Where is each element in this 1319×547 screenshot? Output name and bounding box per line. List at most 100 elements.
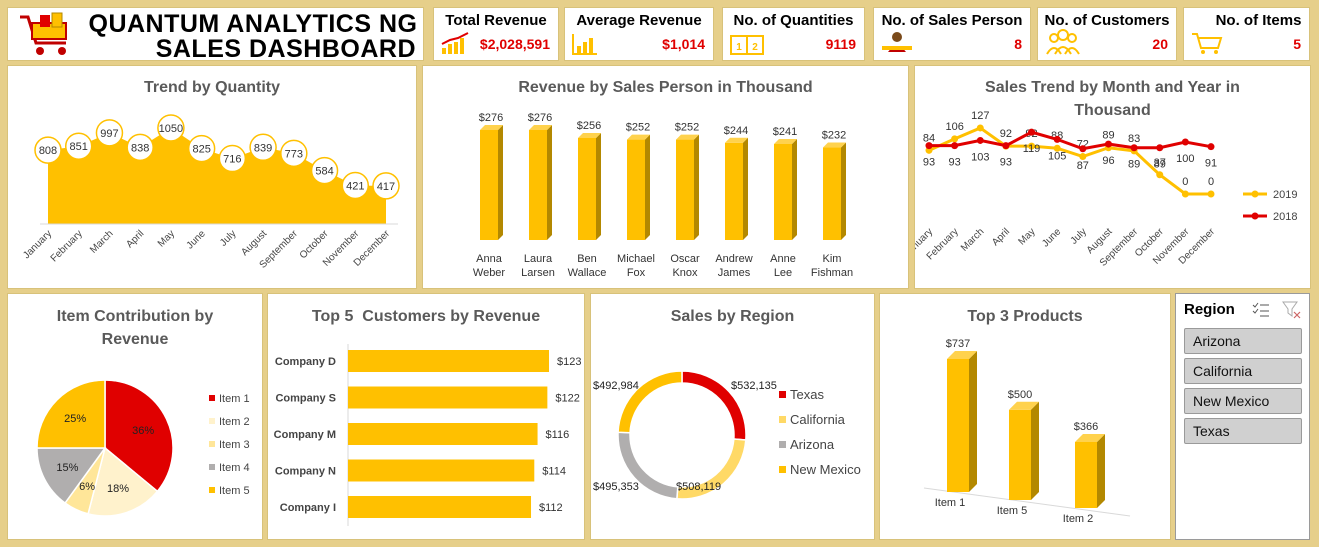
- legend-label: 2018: [1273, 211, 1297, 223]
- bar-top: [725, 137, 748, 143]
- legend-swatch: [209, 441, 215, 447]
- bar-side: [969, 351, 977, 492]
- data-label-bubble: [341, 171, 370, 200]
- data-label: $252: [626, 122, 650, 134]
- quantity-icon: 1 2: [730, 35, 764, 55]
- bar-side: [694, 134, 699, 240]
- top-customers-chart: Company D $123 Company S $122 Company M $116 C…: [274, 344, 581, 526]
- x-tick-label: February: [49, 228, 85, 264]
- series-marker: [951, 142, 959, 150]
- bar-side: [792, 138, 797, 240]
- data-label: 36%: [132, 425, 154, 437]
- data-label: 417: [377, 181, 395, 193]
- bar: [823, 147, 841, 240]
- multi-select-icon[interactable]: [1252, 302, 1270, 318]
- x-tick-label: Item 5: [997, 505, 1028, 517]
- data-label: 37: [1154, 157, 1166, 169]
- donut-slice: [617, 370, 683, 434]
- item-contribution-panel: Item Contribution by Revenue 36% Item 1 18…: [7, 293, 263, 540]
- data-label: 825: [192, 144, 210, 156]
- legend-swatch: [779, 416, 786, 423]
- data-label-bubble: [157, 114, 185, 142]
- x-tick-label: Ben: [577, 253, 597, 265]
- data-label-bubble: [372, 172, 400, 200]
- data-label-bubble: [310, 156, 339, 185]
- data-label: 91: [1205, 158, 1217, 170]
- data-label: 808: [39, 145, 57, 157]
- salesperson-icon: [882, 32, 912, 52]
- bar-top: [1009, 401, 1039, 410]
- kpi-label: No. of Items: [1215, 12, 1302, 29]
- x-tick-label: Anne: [770, 253, 796, 265]
- slicer-item-texas[interactable]: Texas: [1184, 418, 1302, 444]
- x-tick-label: June: [185, 228, 208, 251]
- bar-side: [645, 134, 650, 240]
- data-label: 997: [100, 128, 118, 140]
- data-label: $276: [479, 112, 503, 124]
- kpi-items: No. of Items 5: [1183, 7, 1310, 61]
- series-marker: [1156, 171, 1164, 179]
- chart-title-line1: Sales Trend by Month and Year in: [985, 79, 1240, 96]
- legend-marker: [1251, 190, 1259, 198]
- x-tick-label: Knox: [672, 267, 698, 279]
- kpi-label: No. of Customers: [1044, 12, 1170, 29]
- slicer-item-arizona[interactable]: Arizona: [1184, 328, 1302, 354]
- data-label: 584: [315, 166, 333, 178]
- data-label: $122: [555, 393, 579, 405]
- kpi-label: No. of Sales Person: [881, 12, 1023, 29]
- slicer-item-california[interactable]: California: [1184, 358, 1302, 384]
- clear-filter-icon[interactable]: [1282, 301, 1302, 319]
- series-marker: [1207, 190, 1215, 198]
- x-tick-label: July: [1069, 226, 1089, 246]
- data-label: $500: [1008, 389, 1032, 401]
- x-tick-label: May: [156, 228, 177, 249]
- region-slicer: Region Arizona California New Mexico Tex…: [1175, 293, 1310, 540]
- data-label: $492,984: [593, 380, 639, 392]
- data-label-bubble: [126, 133, 154, 162]
- data-label: $495,353: [593, 481, 639, 493]
- slicer-item-new-mexico[interactable]: New Mexico: [1184, 388, 1302, 414]
- bar: [529, 130, 547, 240]
- bar-side: [596, 132, 601, 240]
- shopping-cart-icon: [20, 12, 67, 55]
- data-label: $366: [1074, 421, 1098, 433]
- bar-top: [774, 138, 797, 144]
- data-label: $508,119: [676, 481, 721, 493]
- item-contribution-chart: 36% Item 1 18% Item 2 6% Item 3 15% Item 4 25% It…: [36, 379, 250, 517]
- series-marker: [1079, 153, 1087, 161]
- x-tick-label: Oscar: [670, 253, 700, 265]
- pie-slice: [36, 379, 106, 449]
- bar-growth-icon: [572, 34, 597, 55]
- data-label-bubble: [280, 139, 308, 168]
- series-marker: [1181, 138, 1189, 146]
- data-label: 0: [1208, 176, 1214, 188]
- y-tick-label: Company D: [275, 356, 336, 368]
- x-tick-label: Item 2: [1063, 513, 1094, 525]
- data-label: 92: [1000, 128, 1012, 140]
- y-tick-label: Company I: [280, 502, 336, 514]
- bar: [348, 496, 532, 518]
- bar: [1075, 441, 1097, 508]
- trend-by-quantity-chart: 808January851February997March838April105…: [21, 114, 400, 271]
- legend-marker: [1251, 212, 1259, 220]
- y-tick-label: Company N: [275, 466, 336, 478]
- x-tick-label: Larsen: [521, 267, 555, 279]
- legend-label: California: [790, 412, 846, 427]
- legend-label: Arizona: [790, 437, 835, 452]
- data-label-bubble: [249, 133, 277, 162]
- data-label: 106: [945, 121, 963, 133]
- revenue-by-sales-person-chart: $276 Anna Weber $276 Laura Larsen $256 Ben Walla…: [473, 112, 853, 279]
- kpi-sales-person: No. of Sales Person 8: [873, 7, 1031, 61]
- bar-top: [578, 132, 601, 138]
- data-label: 773: [285, 148, 303, 160]
- data-label: 87: [1077, 160, 1089, 172]
- bar: [348, 459, 535, 482]
- chart-title: Top 5 Customers by Revenue: [311, 308, 541, 325]
- sales-by-region-panel: Sales by Region $532,135 Texas $508,119 Cal…: [590, 293, 875, 540]
- revenue-by-sales-person-panel: Revenue by Sales Person in Thousand $276…: [422, 65, 909, 289]
- kpi-label: Average Revenue: [576, 12, 702, 29]
- series-marker: [1028, 128, 1036, 136]
- series-marker: [1104, 140, 1112, 148]
- kpi-value: 8: [1014, 36, 1022, 52]
- bar-side: [743, 137, 748, 240]
